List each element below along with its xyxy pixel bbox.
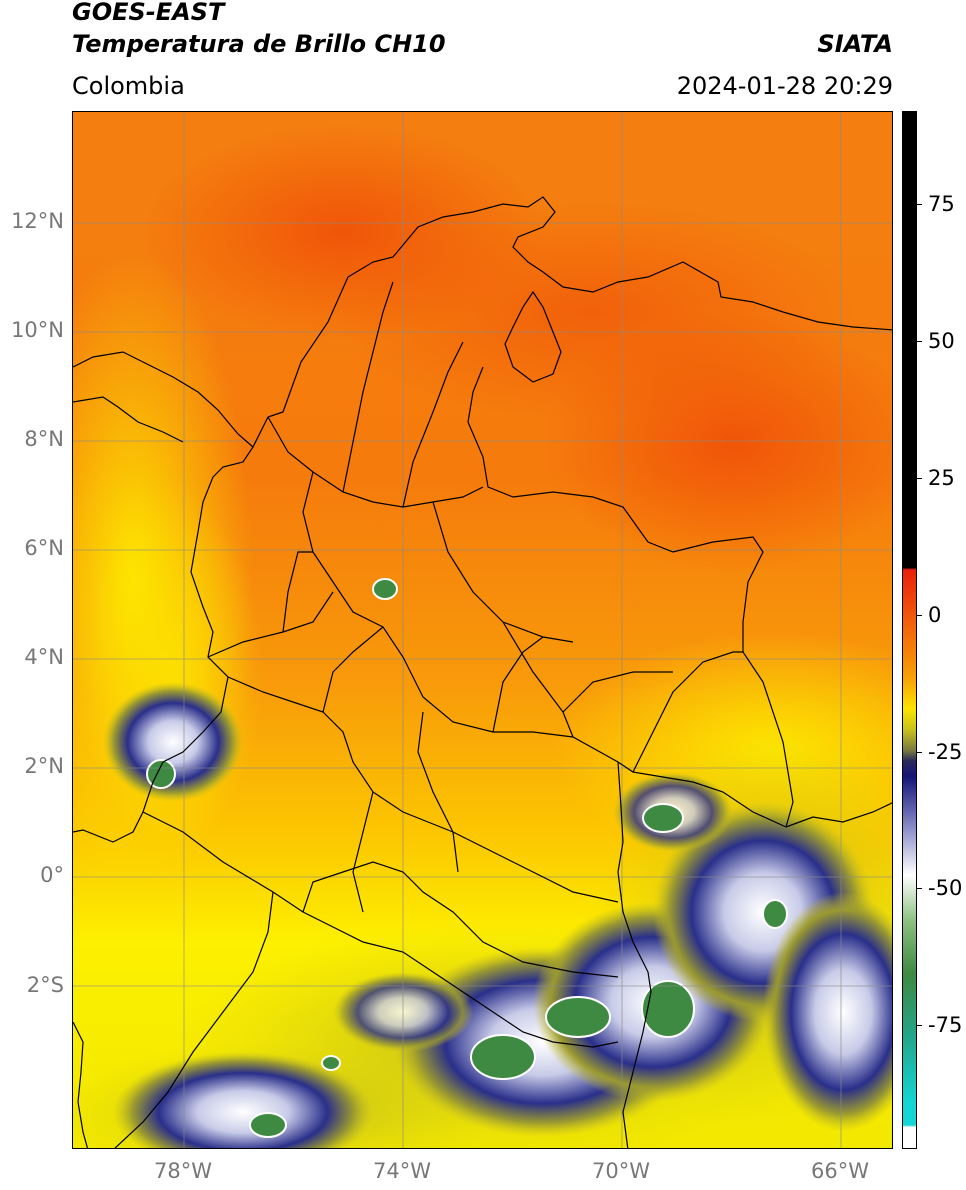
- brightness-temperature-map: [73, 112, 892, 1148]
- product-title: Temperatura de Brillo CH10: [72, 30, 446, 58]
- map-panel: [72, 111, 893, 1149]
- colorbar-tick: [917, 478, 922, 479]
- colorbar-tick: [917, 752, 922, 753]
- colorbar-label-25: 25: [928, 466, 955, 490]
- region-label: Colombia: [72, 72, 185, 100]
- lon-tick-78w: 78°W: [154, 1159, 212, 1183]
- datetime-label: 2024-01-28 20:29: [676, 72, 893, 100]
- colorbar-label-minus25: -25: [928, 740, 963, 764]
- lat-tick-12n: 12°N: [11, 209, 64, 233]
- satellite-title: GOES-EAST: [72, 0, 225, 26]
- lat-tick-4n: 4°N: [24, 645, 64, 669]
- colorbar-label-50: 50: [928, 329, 955, 353]
- graticule: [73, 112, 892, 1148]
- source-label: SIATA: [817, 30, 893, 58]
- lat-tick-0: 0°: [40, 863, 64, 887]
- lon-tick-74w: 74°W: [373, 1159, 431, 1183]
- boundaries: [73, 196, 892, 1148]
- colorbar-label-75: 75: [928, 192, 955, 216]
- colorbar-tick: [917, 1025, 922, 1026]
- colorbar-label-minus50: -50: [928, 876, 963, 900]
- lat-tick-10n: 10°N: [11, 318, 64, 342]
- colorbar-tick: [917, 615, 922, 616]
- colorbar-scale: [903, 112, 916, 1148]
- lat-tick-2n: 2°N: [24, 754, 64, 778]
- lat-tick-8n: 8°N: [24, 427, 64, 451]
- lat-tick-6n: 6°N: [24, 536, 64, 560]
- colorbar-tick: [917, 204, 922, 205]
- colorbar-tick: [917, 888, 922, 889]
- title-block: GOES-EAST Temperatura de Brillo CH10: [72, 0, 446, 60]
- colorbar-label-minus75: -75: [928, 1013, 963, 1037]
- lat-tick-2s: 2°S: [26, 973, 64, 997]
- lon-tick-66w: 66°W: [811, 1159, 869, 1183]
- colorbar: [902, 111, 917, 1149]
- lon-tick-70w: 70°W: [592, 1159, 650, 1183]
- colorbar-label-0: 0: [928, 603, 942, 627]
- colorbar-tick: [917, 341, 922, 342]
